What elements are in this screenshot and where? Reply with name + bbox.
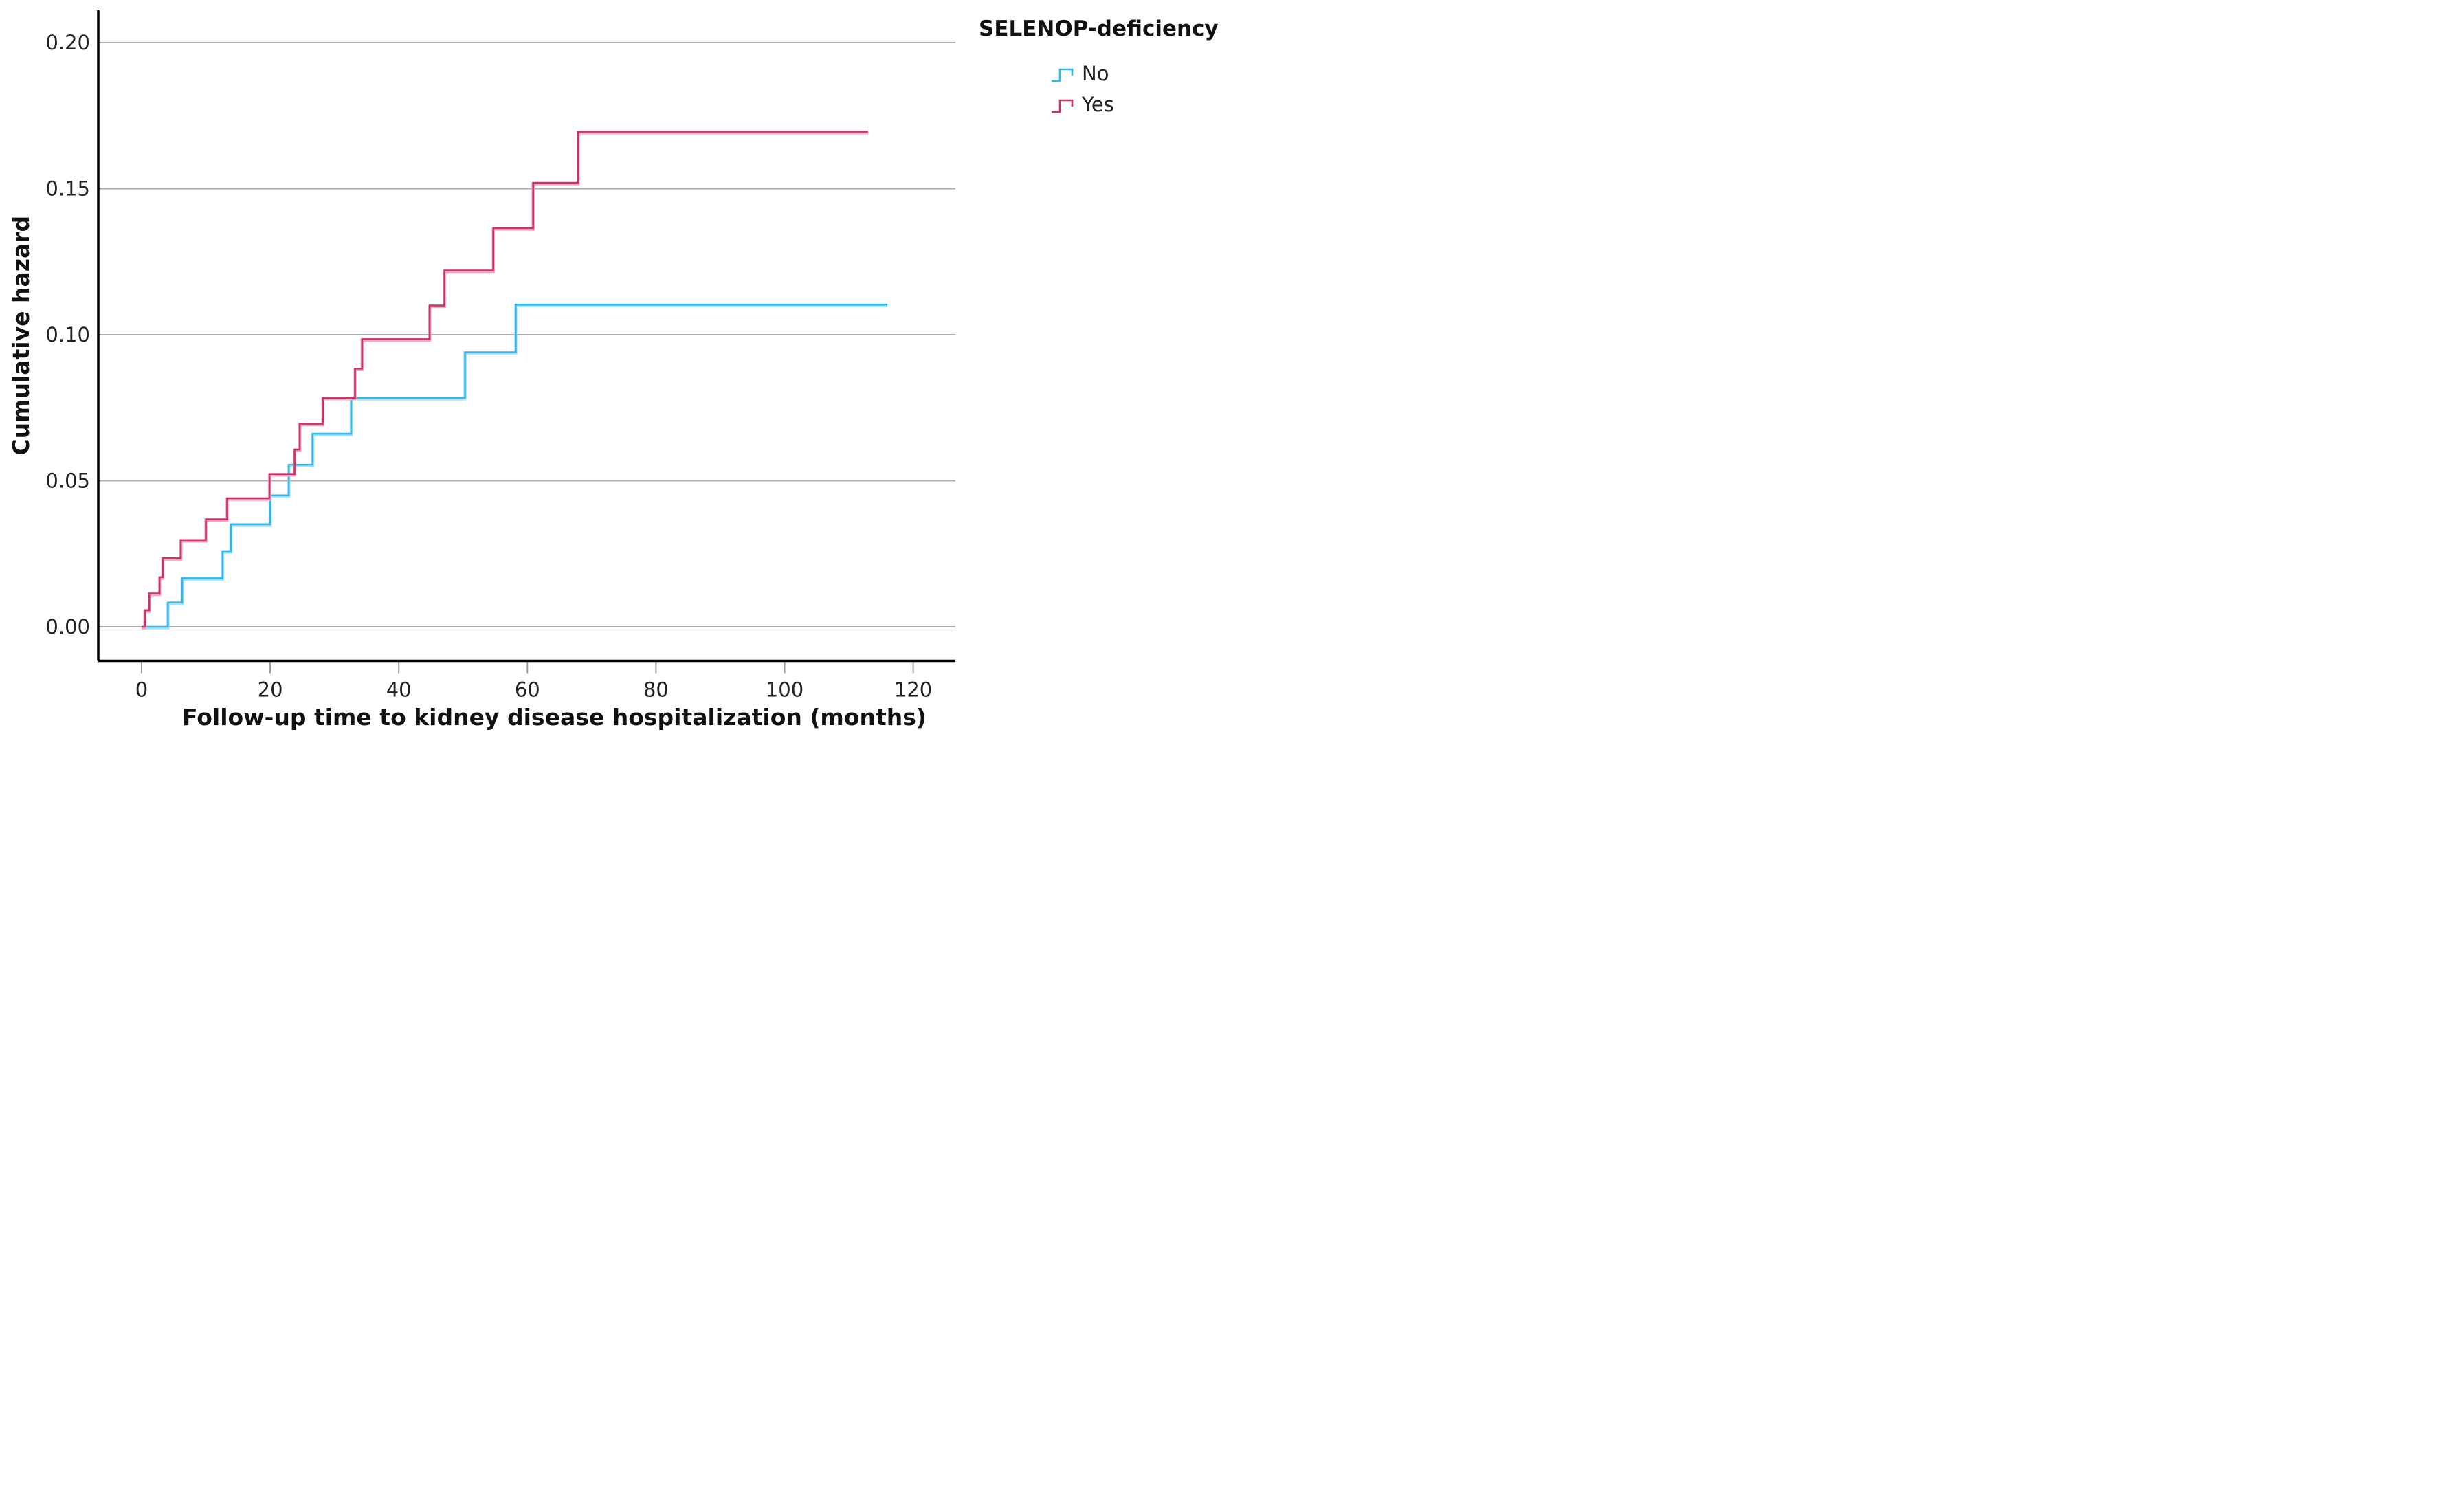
legend-label-no: No <box>1082 62 1109 85</box>
legend-swatch-yes-icon <box>1052 99 1074 113</box>
series-halo-no <box>142 304 888 630</box>
x-tick-label: 80 <box>643 678 669 702</box>
x-tick-label: 120 <box>894 678 932 702</box>
cumulative-hazard-figure: 0.00 0.05 0.10 0.15 0.20 0 20 40 60 80 100 120 Follo… <box>0 0 1231 756</box>
legend-label-yes: Yes <box>1081 93 1114 116</box>
y-tick-label: 0.20 <box>45 31 90 54</box>
legend-title: SELENOP-deficiency <box>979 16 1219 41</box>
x-axis-title: Follow-up time to kidney disease hospita… <box>182 704 927 731</box>
series-halo-yes <box>142 131 869 630</box>
legend-swatch-no-icon <box>1052 68 1074 82</box>
x-tick-label: 20 <box>258 678 283 702</box>
series-line-yes <box>142 131 869 628</box>
x-tick-label: 0 <box>135 678 148 702</box>
cumulative-hazard-chart: 0.00 0.05 0.10 0.15 0.20 0 20 40 60 80 100 120Follo… <box>8 10 1219 731</box>
y-axis-title: Cumulative hazard <box>8 216 34 456</box>
x-tick-label: 60 <box>515 678 540 702</box>
series-line-no <box>142 303 888 628</box>
y-tick-label: 0.10 <box>45 323 90 346</box>
x-tick-label: 40 <box>386 678 412 702</box>
y-tick-label: 0.15 <box>45 177 90 201</box>
y-tick-label: 0.00 <box>45 615 90 638</box>
y-tick-label: 0.05 <box>45 469 90 493</box>
x-tick-label: 100 <box>766 678 803 702</box>
